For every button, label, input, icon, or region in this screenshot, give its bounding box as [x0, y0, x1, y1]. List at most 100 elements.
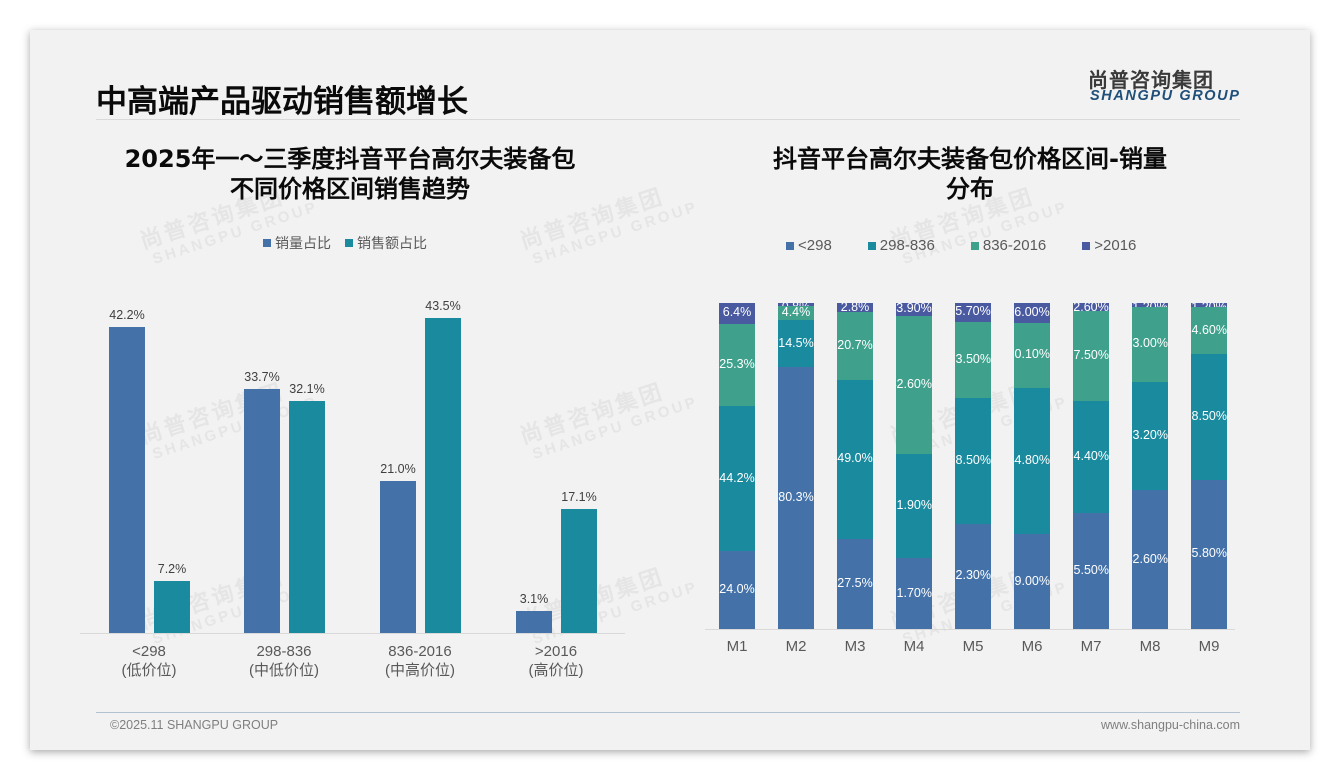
segment-value-label: 21.70%	[896, 585, 932, 600]
segment-value-label: 49.0%	[837, 451, 873, 466]
bar-revenue	[425, 318, 461, 633]
bar-volume	[380, 480, 416, 633]
month-label: M9	[1198, 638, 1220, 655]
watermark-text-en: SHANGPU GROUP	[900, 198, 1071, 268]
legend-swatch-836-2016	[970, 241, 979, 250]
stack-segment: 5.70%	[955, 303, 991, 322]
bar-value-label: 32.1%	[289, 381, 325, 396]
segment-value-label: 3.90%	[896, 303, 932, 316]
stack-segment: 23.00%	[1132, 306, 1168, 382]
month-label: M5	[962, 638, 984, 655]
page-title: 中高端产品驱动销售额增长	[96, 84, 468, 120]
segment-value-label: 42.60%	[896, 377, 932, 392]
category-label: <298	[132, 643, 166, 660]
stack-segment: 35.50%	[1073, 513, 1109, 629]
segment-value-label: 35.50%	[1073, 563, 1109, 578]
segment-value-label: 34.40%	[1073, 449, 1109, 464]
right-chart-title-line-1: 抖音平台高尔夫装备包价格区间-销量	[773, 145, 1167, 173]
segment-value-label: 27.5%	[837, 576, 873, 591]
bar-revenue	[289, 400, 325, 633]
segment-value-label: 38.50%	[955, 452, 991, 467]
stack-segment: 6.4%	[719, 303, 755, 324]
bar-value-label: 3.1%	[519, 591, 549, 606]
bar-value-label: 33.7%	[244, 370, 280, 384]
segment-value-label: 2.8%	[840, 303, 870, 313]
segment-value-label: 23.50%	[955, 351, 991, 366]
stack-segment: 42.60%	[1132, 490, 1168, 629]
stack-segment: 23.50%	[955, 321, 991, 399]
bar-value-label: 7.2%	[157, 561, 187, 576]
month-label: M1	[726, 638, 748, 655]
logo-chinese: 尚普咨询集团	[1088, 68, 1214, 92]
left-chart-title: 2025年一～三季度抖音平台高尔夫装备包 不同价格区间销售趋势	[70, 144, 630, 204]
stack-segment: 24.0%	[719, 550, 755, 629]
segment-value-label: 0.8%	[778, 303, 814, 306]
category-label: >2016	[534, 643, 578, 660]
segment-value-label: 6.4%	[722, 305, 752, 320]
stack-segment: 20.10%	[1014, 322, 1050, 389]
stack-segment: 38.50%	[1191, 354, 1227, 480]
segment-value-label: 25.3%	[719, 357, 755, 372]
legend-label-gt2016: >2016	[1094, 237, 1137, 254]
stack-segment: 27.50%	[1073, 311, 1109, 402]
right-chart-x-axis	[705, 629, 1235, 630]
category-label: 836-2016	[388, 643, 452, 660]
left-chart-title-line-1: 2025年一～三季度抖音平台高尔夫装备包	[124, 145, 576, 173]
stack-segment: 38.50%	[955, 398, 991, 524]
title-divider	[96, 119, 1240, 120]
slide: 中高端产品驱动销售额增长 尚普咨询集团 SHANGPU GROUP 尚普咨询集团…	[30, 30, 1310, 750]
right-chart-title: 抖音平台高尔夫装备包价格区间-销量 分布	[690, 144, 1250, 204]
stack-segment: 20.7%	[837, 312, 873, 380]
segment-value-label: 2.60%	[1073, 303, 1109, 312]
segment-value-label: 20.10%	[1014, 347, 1050, 362]
segment-value-label: 29.00%	[1014, 573, 1050, 588]
month-label: M7	[1080, 638, 1102, 655]
left-chart-title-line-2: 不同价格区间销售趋势	[230, 175, 470, 203]
legend-swatch-revenue	[345, 239, 353, 247]
segment-value-label: 24.0%	[719, 581, 755, 596]
footer-copyright: ©2025.11 SHANGPU GROUP	[110, 718, 279, 732]
category-sublabel: (中低价位)	[249, 662, 319, 679]
segment-value-label: 14.5%	[778, 335, 814, 350]
category-sublabel: (高价位)	[528, 662, 584, 679]
segment-value-label: 44.80%	[1014, 453, 1050, 468]
legend-item-gt2016: >2016	[1082, 237, 1136, 254]
segment-value-label: 1.20%	[1191, 303, 1227, 307]
segment-value-label: 27.50%	[1073, 348, 1109, 363]
stack-segment: 25.3%	[719, 323, 755, 407]
stack-segment: 29.00%	[1014, 534, 1050, 629]
left-chart-x-axis	[80, 633, 625, 634]
watermark-text-en: SHANGPU GROUP	[530, 393, 701, 463]
month-label: M2	[785, 638, 807, 655]
bar-value-label: 42.2%	[109, 308, 145, 323]
segment-value-label: 31.90%	[896, 498, 932, 513]
stack-segment: 44.80%	[1014, 388, 1050, 535]
bar-revenue	[561, 509, 597, 633]
segment-value-label: 20.7%	[837, 337, 873, 352]
bar-volume	[244, 389, 280, 633]
stack-segment: 1.20%	[1191, 303, 1227, 307]
stack-segment: 2.8%	[837, 303, 873, 313]
footer-divider	[96, 712, 1240, 713]
stack-segment: 49.0%	[837, 379, 873, 540]
stack-segment: 14.5%	[778, 319, 814, 368]
legend-swatch-volume	[263, 239, 271, 247]
stack-segment: 21.70%	[896, 558, 932, 629]
segment-value-label: 80.3%	[778, 490, 814, 505]
stack-segment: 42.60%	[896, 315, 932, 455]
month-label: M6	[1021, 638, 1043, 655]
stack-segment: 14.60%	[1191, 306, 1227, 355]
bar-volume	[516, 610, 552, 633]
segment-value-label: 1.20%	[1132, 303, 1168, 307]
month-label: M3	[844, 638, 866, 655]
watermark-text-cn: 尚普咨询集团	[517, 379, 668, 450]
legend-label-volume: 销量占比	[275, 235, 331, 251]
stack-segment: 31.90%	[896, 454, 932, 559]
legend-label-lt298: <298	[798, 237, 832, 254]
stack-segment: 34.40%	[1073, 401, 1109, 514]
stack-segment: 80.3%	[778, 367, 814, 629]
segment-value-label: 23.00%	[1132, 336, 1168, 351]
left-chart-legend: 销量占比 销售额占比	[263, 233, 427, 253]
bar-volume	[109, 327, 145, 633]
